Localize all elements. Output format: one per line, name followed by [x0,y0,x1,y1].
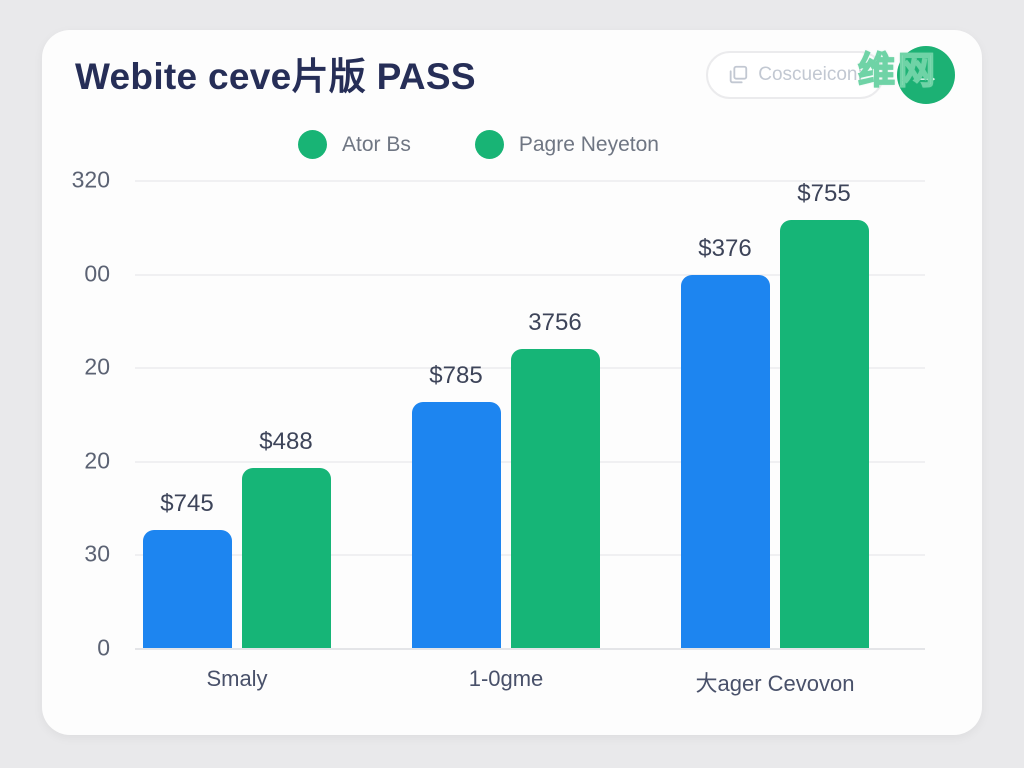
y-axis-tick: 00 [84,260,110,287]
gridline [135,648,925,650]
bar-series1-group3 [681,275,770,648]
legend-dot-icon [298,130,327,159]
page-title: Webite ceve片版 PASS [75,56,476,97]
bar-series1-group1 [143,530,232,648]
arrow-right-icon: → [911,58,941,91]
gridline [135,273,925,276]
x-axis-category-label: 1-0gme [468,666,544,691]
legend-label: Ator Bs [342,132,411,156]
y-axis-tick: 30 [84,540,110,567]
y-axis-tick: 20 [84,353,110,380]
bar-value-label: $376 [698,235,752,262]
legend-label: Pagre Neyeton [518,132,659,156]
y-axis: 320 00 20 20 30 0 [42,167,110,661]
action-button[interactable]: Coscueicon: [706,51,884,99]
x-axis-category-label: 大ager Cevovon [695,671,855,696]
legend-dot-icon [474,130,504,159]
bar-value-label: $755 [797,180,851,207]
y-axis-tick: 0 [97,634,110,661]
chart-card: Webite ceve片版 PASS Coscueicon: → Ator Bs… [42,30,982,735]
x-axis-category-label: Smaly [206,666,268,691]
bar-value-label: $745 [160,490,214,517]
bar-series1-group2 [412,402,501,648]
fab-button[interactable]: → [897,46,955,104]
y-axis-tick: 320 [71,166,110,193]
clipboard-icon [727,64,749,86]
bar-value-label: $488 [259,428,313,455]
plot-area: $745 $488 Smaly $785 3756 1-0gme $376 $755 大ager… [135,180,925,696]
legend-item-series2[interactable]: Pagre Neyeton [474,130,659,159]
bar-series2-group2 [511,349,600,648]
bar-value-label: 3756 [528,309,582,336]
bar-series2-group1 [242,468,331,648]
bar-value-label: $785 [429,362,483,389]
action-button-label: Coscueicon: [758,64,863,85]
legend-item-series1[interactable]: Ator Bs [298,130,411,159]
bar-series2-group3 [780,220,869,648]
y-axis-tick: 20 [84,447,110,474]
gridline [135,180,925,182]
chart-legend: Ator Bs Pagre Neyeton [298,130,659,159]
